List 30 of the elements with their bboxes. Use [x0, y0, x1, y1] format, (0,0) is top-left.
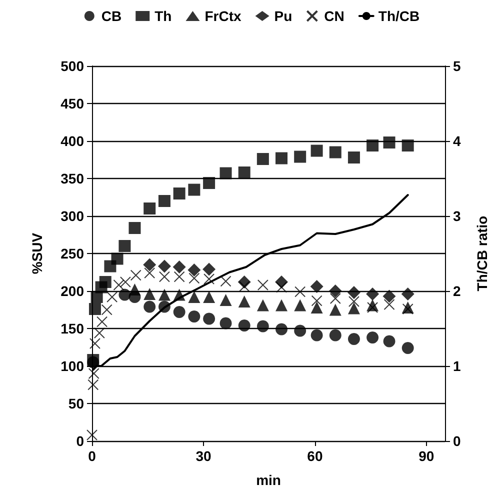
- y-tick-label: 250: [60, 246, 84, 262]
- y-tick-label: 200: [60, 283, 84, 299]
- y2-tick-label: 5: [453, 58, 461, 74]
- y-tick-label: 150: [60, 320, 84, 336]
- y-tick-label: 0: [76, 433, 84, 449]
- x-tick-label: 0: [88, 448, 96, 464]
- legend-label: FrCtx: [204, 8, 242, 24]
- x-axis-title: min: [256, 472, 281, 488]
- legend-label: Th/CB: [378, 8, 420, 24]
- y-axis-title: %SUV: [29, 232, 45, 274]
- y-tick-label: 350: [60, 170, 84, 186]
- legend-label: CB: [101, 8, 122, 24]
- y-tick-label: 500: [60, 58, 84, 74]
- y2-tick-label: 1: [453, 358, 461, 374]
- legend-label: Pu: [274, 8, 292, 24]
- y-tick-label: 300: [60, 208, 84, 224]
- y-tick-label: 50: [68, 396, 84, 412]
- y-tick-label: 400: [60, 133, 84, 149]
- y-tick-label: 100: [60, 358, 84, 374]
- x-tick-label: 90: [418, 448, 434, 464]
- legend-label: Th: [154, 8, 172, 24]
- y2-tick-label: 4: [453, 133, 461, 149]
- legend-label: CN: [324, 8, 344, 24]
- y-tick-label: 450: [60, 96, 84, 112]
- y2-axis-title: Th/CB ratio: [474, 216, 490, 292]
- y2-tick-label: 0: [453, 433, 461, 449]
- x-tick-label: 30: [196, 448, 212, 464]
- y2-tick-label: 2: [453, 283, 461, 299]
- y2-tick-label: 3: [453, 208, 461, 224]
- x-tick-label: 60: [307, 448, 323, 464]
